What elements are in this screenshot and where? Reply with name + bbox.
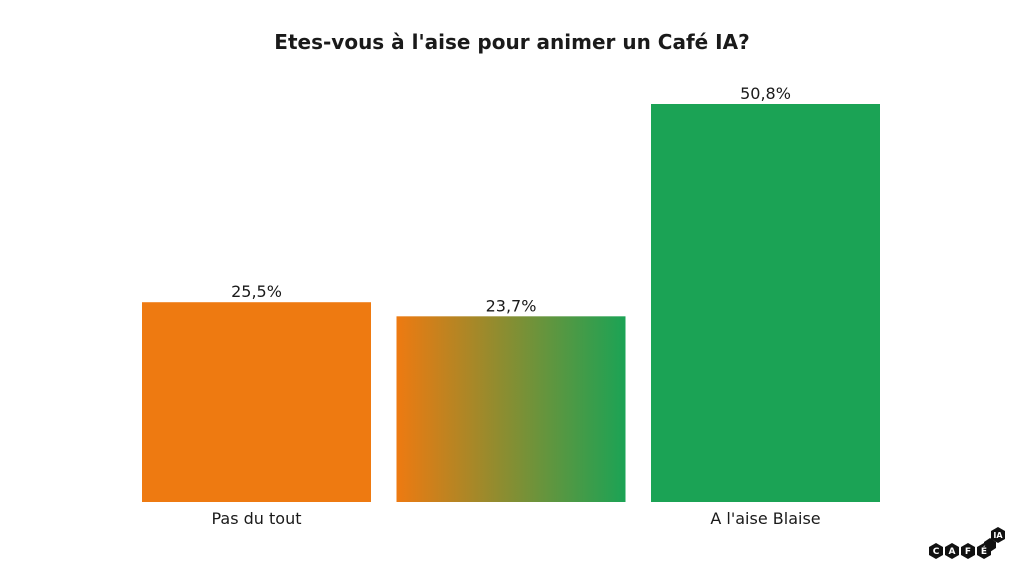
bar-0 — [142, 302, 371, 502]
bar-2 — [651, 104, 880, 502]
svg-text:F: F — [965, 547, 971, 557]
data-label-0: 25,5% — [231, 282, 282, 301]
svg-text:É: É — [981, 545, 987, 557]
svg-text:A: A — [949, 547, 956, 557]
category-label-0: Pas du tout — [211, 509, 301, 528]
category-label-2: A l'aise Blaise — [710, 509, 820, 528]
svg-text:C: C — [933, 547, 940, 557]
data-label-1: 23,7% — [486, 296, 537, 315]
data-label-2: 50,8% — [740, 84, 791, 103]
bar-1 — [396, 316, 626, 502]
chart-title: Etes-vous à l'aise pour animer un Café I… — [274, 30, 750, 54]
svg-text:IA: IA — [993, 531, 1003, 540]
